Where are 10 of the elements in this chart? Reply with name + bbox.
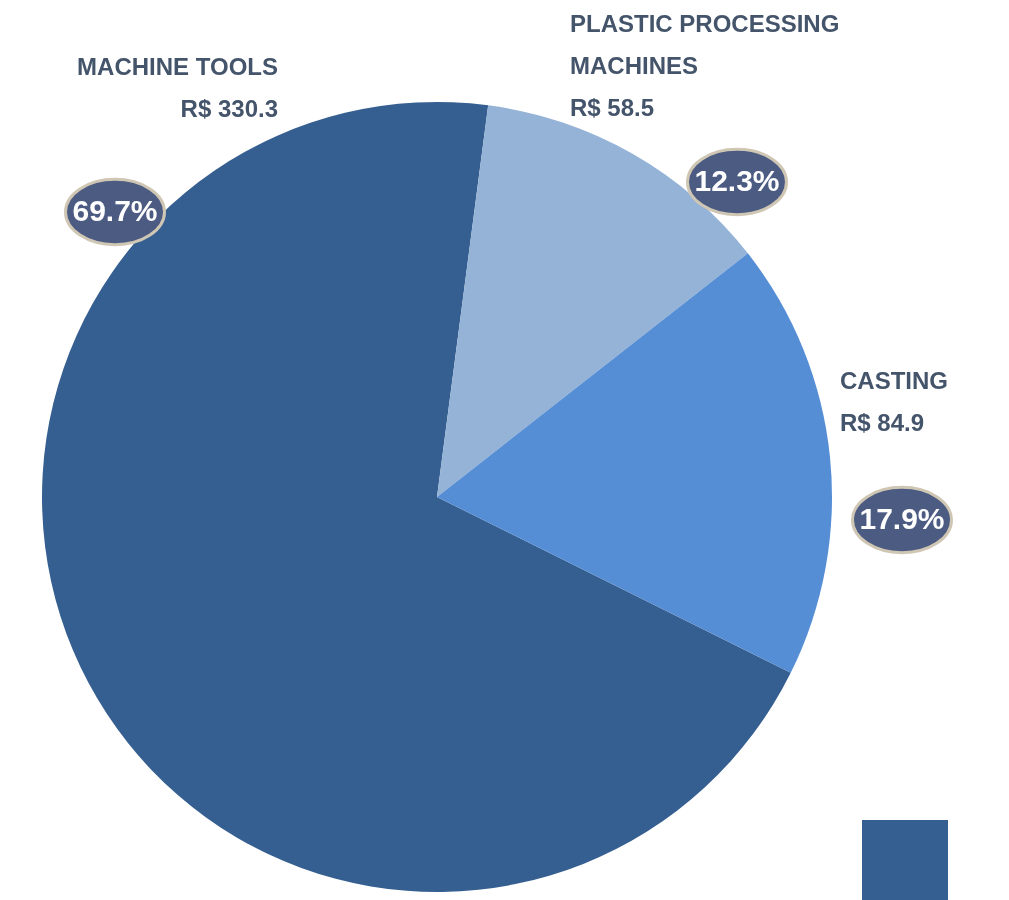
slice-label: MACHINE TOOLS — [77, 53, 278, 80]
data-label: R$ 84.9 — [840, 409, 925, 436]
text: 69.7% — [72, 194, 158, 227]
slice-label: CASTING — [840, 367, 948, 394]
text: 12.3% — [694, 164, 780, 197]
pie-slice — [437, 253, 832, 673]
slice-label: PLASTIC PROCESSING MACHINES — [570, 10, 840, 79]
data-label: R$ 58.5 — [570, 94, 655, 121]
text: 17.9% — [859, 502, 945, 535]
data-label: R$ 330.3 — [180, 95, 278, 122]
